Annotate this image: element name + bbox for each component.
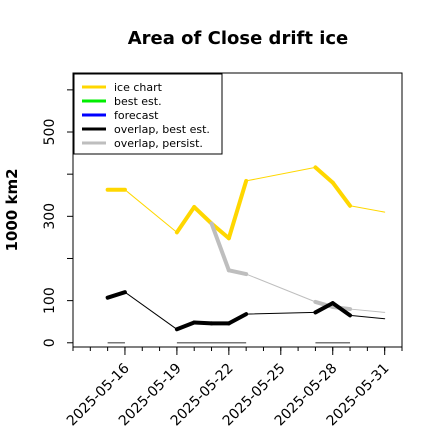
y-axis: 0 100 300 500 bbox=[42, 89, 73, 347]
series-segment bbox=[245, 311, 316, 315]
series-segment bbox=[349, 308, 386, 313]
series-overlap-best-est- bbox=[105, 290, 386, 332]
series-segment bbox=[349, 314, 386, 320]
plot-frame bbox=[72, 72, 403, 348]
series-segment bbox=[226, 268, 249, 277]
series-segment bbox=[174, 320, 197, 332]
series-segment bbox=[105, 290, 127, 300]
series-segment bbox=[209, 221, 231, 273]
y-tick-label: 300 bbox=[42, 203, 58, 230]
y-tick-label: 100 bbox=[42, 287, 58, 314]
series-segment bbox=[245, 273, 316, 303]
series-layer bbox=[105, 165, 386, 332]
series-segment bbox=[330, 180, 353, 208]
series-segment bbox=[313, 165, 335, 185]
series-segment bbox=[330, 301, 353, 318]
series-segment bbox=[124, 189, 178, 233]
y-tick-label: 0 bbox=[42, 338, 58, 347]
series-segment bbox=[349, 205, 386, 213]
y-tick-label: 500 bbox=[42, 119, 58, 146]
series-segment bbox=[313, 301, 335, 315]
legend-label: forecast bbox=[114, 109, 159, 122]
series-segment bbox=[226, 312, 249, 326]
legend-label: ice chart bbox=[114, 81, 163, 94]
series-overlap-persist- bbox=[209, 221, 386, 313]
y-axis-label: 1000 km2 bbox=[3, 168, 21, 251]
x-axis: 2025-05-162025-05-192025-05-222025-05-25… bbox=[64, 347, 403, 429]
legend-label: overlap, persist. bbox=[114, 137, 203, 150]
series-segment bbox=[124, 291, 178, 330]
series-segment bbox=[226, 178, 249, 241]
series-ice-chart bbox=[105, 165, 386, 241]
legend-label: overlap, best est. bbox=[114, 123, 210, 136]
legend-label: best est. bbox=[114, 95, 162, 108]
series-segment bbox=[174, 205, 197, 235]
series-segment bbox=[192, 320, 214, 326]
chart-title: Area of Close drift ice bbox=[128, 28, 349, 49]
series-segment bbox=[192, 205, 214, 226]
series-segment bbox=[245, 166, 316, 182]
